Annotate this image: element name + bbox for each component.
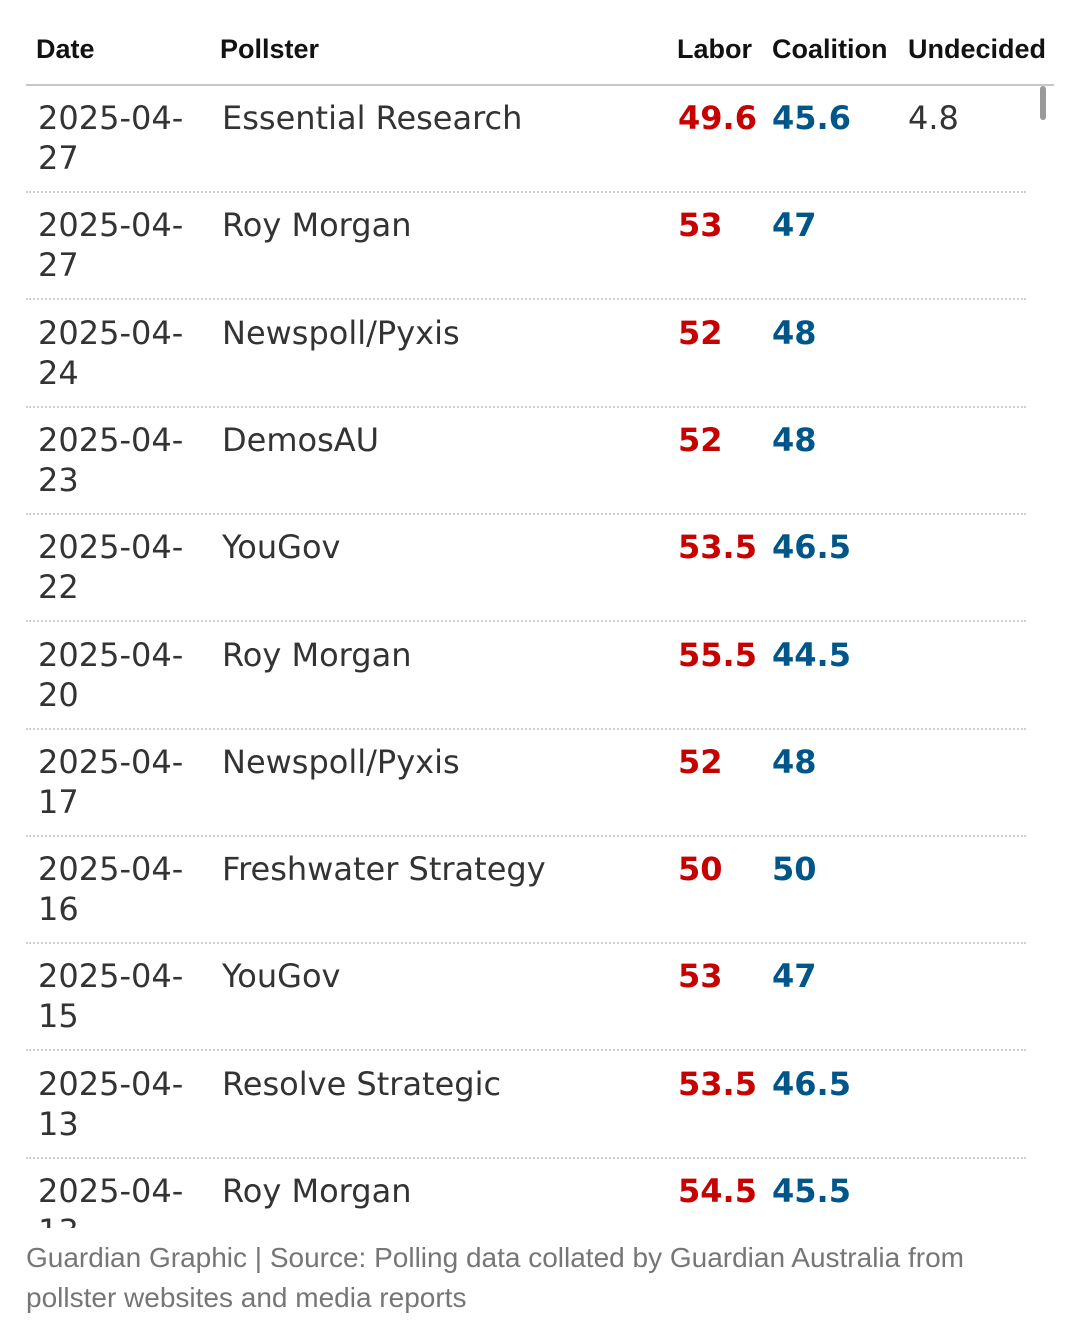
labor-value: 55.5 bbox=[678, 635, 757, 674]
coalition-value: 47 bbox=[772, 206, 817, 245]
date-cell: 2025-04-27 bbox=[38, 99, 184, 177]
pollster-cell: Freshwater Strategy bbox=[222, 850, 546, 889]
column-header-pollster[interactable]: Pollster bbox=[220, 34, 320, 64]
column-header-coalition[interactable]: Coalition bbox=[772, 34, 888, 64]
labor-value: 52 bbox=[678, 742, 723, 781]
undecided-value: 4.8 bbox=[908, 99, 959, 137]
pollster-cell: Roy Morgan bbox=[222, 206, 412, 245]
column-header-date[interactable]: Date bbox=[36, 34, 95, 64]
date-cell: 2025-04-22 bbox=[38, 528, 184, 607]
table-body[interactable]: 2025-04-27 Essential Research 49.6 45.6 4.8 2… bbox=[26, 86, 1054, 1228]
pollster-cell: Roy Morgan bbox=[222, 1172, 412, 1210]
labor-value: 53 bbox=[678, 957, 723, 996]
date-cell: 2025-04-17 bbox=[38, 742, 184, 821]
column-header-labor[interactable]: Labor bbox=[677, 34, 753, 64]
coalition-value: 48 bbox=[772, 313, 817, 352]
table-row: 2025-04-15 YouGov 53 47 bbox=[26, 944, 1026, 1052]
coalition-value: 45.6 bbox=[772, 99, 851, 137]
source-note: Guardian Graphic | Source: Polling data … bbox=[26, 1242, 964, 1313]
table-header: Date Pollster Labor Coalition Undecided bbox=[26, 0, 1054, 86]
date-cell: 2025-04-24 bbox=[38, 313, 184, 392]
labor-value: 49.6 bbox=[678, 99, 757, 137]
coalition-value: 46.5 bbox=[772, 1064, 851, 1103]
table-row: 2025-04-27 Essential Research 49.6 45.6 4.8 bbox=[26, 86, 1026, 193]
column-header-undecided[interactable]: Undecided bbox=[908, 34, 1047, 64]
date-cell: 2025-04-13 bbox=[38, 1172, 184, 1228]
pollster-cell: Newspoll/Pyxis bbox=[222, 313, 460, 352]
coalition-value: 46.5 bbox=[772, 528, 851, 567]
labor-value: 50 bbox=[678, 850, 723, 889]
coalition-value: 47 bbox=[772, 957, 817, 996]
coalition-value: 48 bbox=[772, 742, 817, 781]
pollster-cell: DemosAU bbox=[222, 420, 380, 459]
labor-value: 52 bbox=[678, 313, 723, 352]
pollster-cell: Roy Morgan bbox=[222, 635, 412, 674]
labor-value: 52 bbox=[678, 420, 723, 459]
coalition-value: 50 bbox=[772, 850, 817, 889]
date-cell: 2025-04-13 bbox=[38, 1064, 184, 1143]
labor-value: 53 bbox=[678, 206, 723, 245]
pollster-cell: Essential Research bbox=[222, 99, 523, 137]
scrollbar[interactable] bbox=[1040, 86, 1046, 120]
coalition-value: 48 bbox=[772, 420, 817, 459]
pollster-cell: Resolve Strategic bbox=[222, 1064, 502, 1103]
table-row: 2025-04-23 DemosAU 52 48 bbox=[26, 408, 1026, 515]
table-row: 2025-04-16 Freshwater Strategy 50 50 bbox=[26, 837, 1026, 945]
pollster-cell: YouGov bbox=[222, 528, 341, 567]
table-row: 2025-04-27 Roy Morgan 53 47 bbox=[26, 193, 1026, 301]
date-cell: 2025-04-23 bbox=[38, 420, 184, 499]
table-row: 2025-04-24 Newspoll/Pyxis 52 48 bbox=[26, 301, 1026, 408]
table-row: 2025-04-22 YouGov 53.5 46.5 bbox=[26, 515, 1026, 623]
table-row: 2025-04-17 Newspoll/Pyxis 52 48 bbox=[26, 730, 1026, 837]
date-cell: 2025-04-16 bbox=[38, 850, 184, 929]
labor-value: 53.5 bbox=[678, 528, 757, 567]
coalition-value: 45.5 bbox=[772, 1172, 851, 1210]
labor-value: 54.5 bbox=[678, 1172, 757, 1210]
date-cell: 2025-04-15 bbox=[38, 957, 184, 1036]
table-row: 2025-04-20 Roy Morgan 55.5 44.5 bbox=[26, 623, 1026, 730]
table-row: 2025-04-13 Resolve Strategic 53.5 46.5 bbox=[26, 1052, 1026, 1159]
coalition-value: 44.5 bbox=[772, 635, 851, 674]
pollster-cell: Newspoll/Pyxis bbox=[222, 742, 460, 781]
labor-value: 53.5 bbox=[678, 1064, 757, 1103]
date-cell: 2025-04-27 bbox=[38, 206, 184, 285]
date-cell: 2025-04-20 bbox=[38, 635, 184, 714]
pollster-cell: YouGov bbox=[222, 957, 341, 996]
table-row: 2025-04-13 Roy Morgan 54.5 45.5 bbox=[26, 1159, 1026, 1228]
